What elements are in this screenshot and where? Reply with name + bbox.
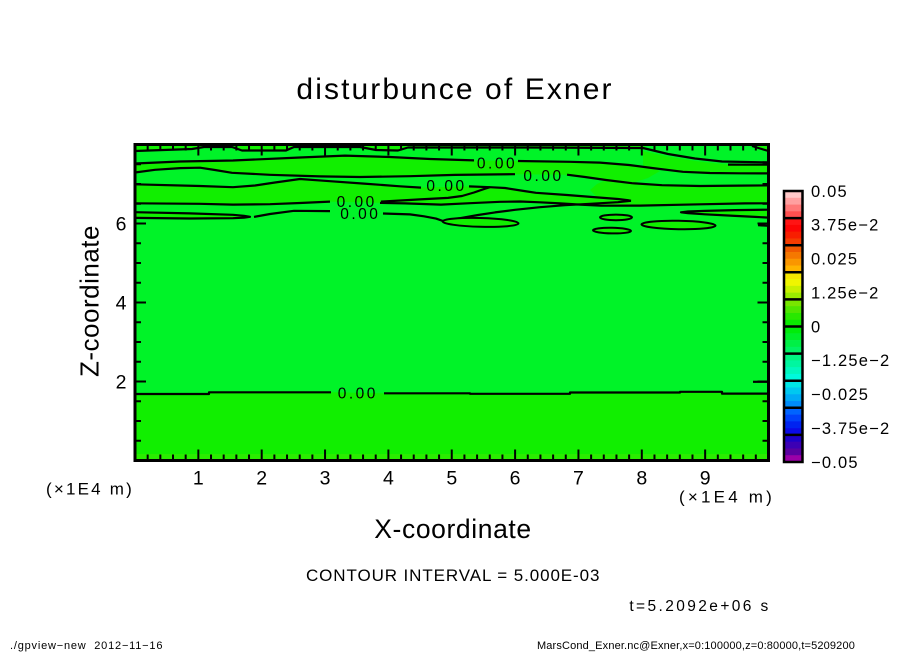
svg-text:4: 4 — [383, 468, 394, 490]
svg-text:3.75e−2: 3.75e−2 — [811, 217, 880, 235]
svg-text:t=5.2092e+06 s: t=5.2092e+06 s — [629, 598, 770, 615]
svg-text:5: 5 — [446, 468, 457, 490]
svg-text:2: 2 — [256, 468, 267, 490]
svg-text:0.00: 0.00 — [337, 194, 377, 211]
svg-text:9: 9 — [700, 468, 711, 490]
svg-text:1.25e−2: 1.25e−2 — [811, 284, 880, 302]
svg-text:6: 6 — [116, 214, 127, 236]
svg-text:0.025: 0.025 — [811, 251, 858, 269]
svg-text:0.00: 0.00 — [426, 178, 466, 195]
svg-text:0.00: 0.00 — [340, 206, 380, 223]
svg-text:6: 6 — [510, 468, 521, 490]
svg-text:2: 2 — [116, 372, 127, 394]
svg-text:./gpview−new 2012−11−16: ./gpview−new 2012−11−16 — [10, 640, 163, 652]
svg-text:X-coordinate: X-coordinate — [374, 514, 531, 544]
svg-text:−1.25e−2: −1.25e−2 — [811, 352, 890, 370]
svg-text:(×1E4 m): (×1E4 m) — [46, 480, 134, 499]
svg-text:0.00: 0.00 — [338, 386, 378, 403]
svg-text:−0.025: −0.025 — [811, 386, 869, 404]
svg-text:3: 3 — [320, 468, 331, 490]
svg-text:8: 8 — [636, 468, 647, 490]
svg-text:4: 4 — [116, 293, 127, 315]
svg-text:disturbunce of Exner: disturbunce of Exner — [296, 73, 613, 106]
svg-text:CONTOUR INTERVAL = 5.000E-03: CONTOUR INTERVAL = 5.000E-03 — [306, 566, 600, 585]
svg-text:(×1E4 m): (×1E4 m) — [679, 488, 775, 507]
svg-text:0.05: 0.05 — [811, 183, 848, 201]
svg-text:−0.05: −0.05 — [811, 454, 859, 472]
svg-text:0: 0 — [811, 318, 821, 336]
svg-text:0.00: 0.00 — [523, 168, 563, 185]
svg-text:0.00: 0.00 — [477, 155, 517, 172]
svg-text:7: 7 — [573, 468, 584, 490]
svg-text:MarsCond_Exner.nc@Exner,x=0:10: MarsCond_Exner.nc@Exner,x=0:100000,z=0:8… — [537, 640, 855, 652]
svg-text:−3.75e−2: −3.75e−2 — [811, 420, 890, 438]
svg-text:Z-coordinate: Z-coordinate — [75, 225, 105, 377]
svg-text:1: 1 — [193, 468, 204, 490]
